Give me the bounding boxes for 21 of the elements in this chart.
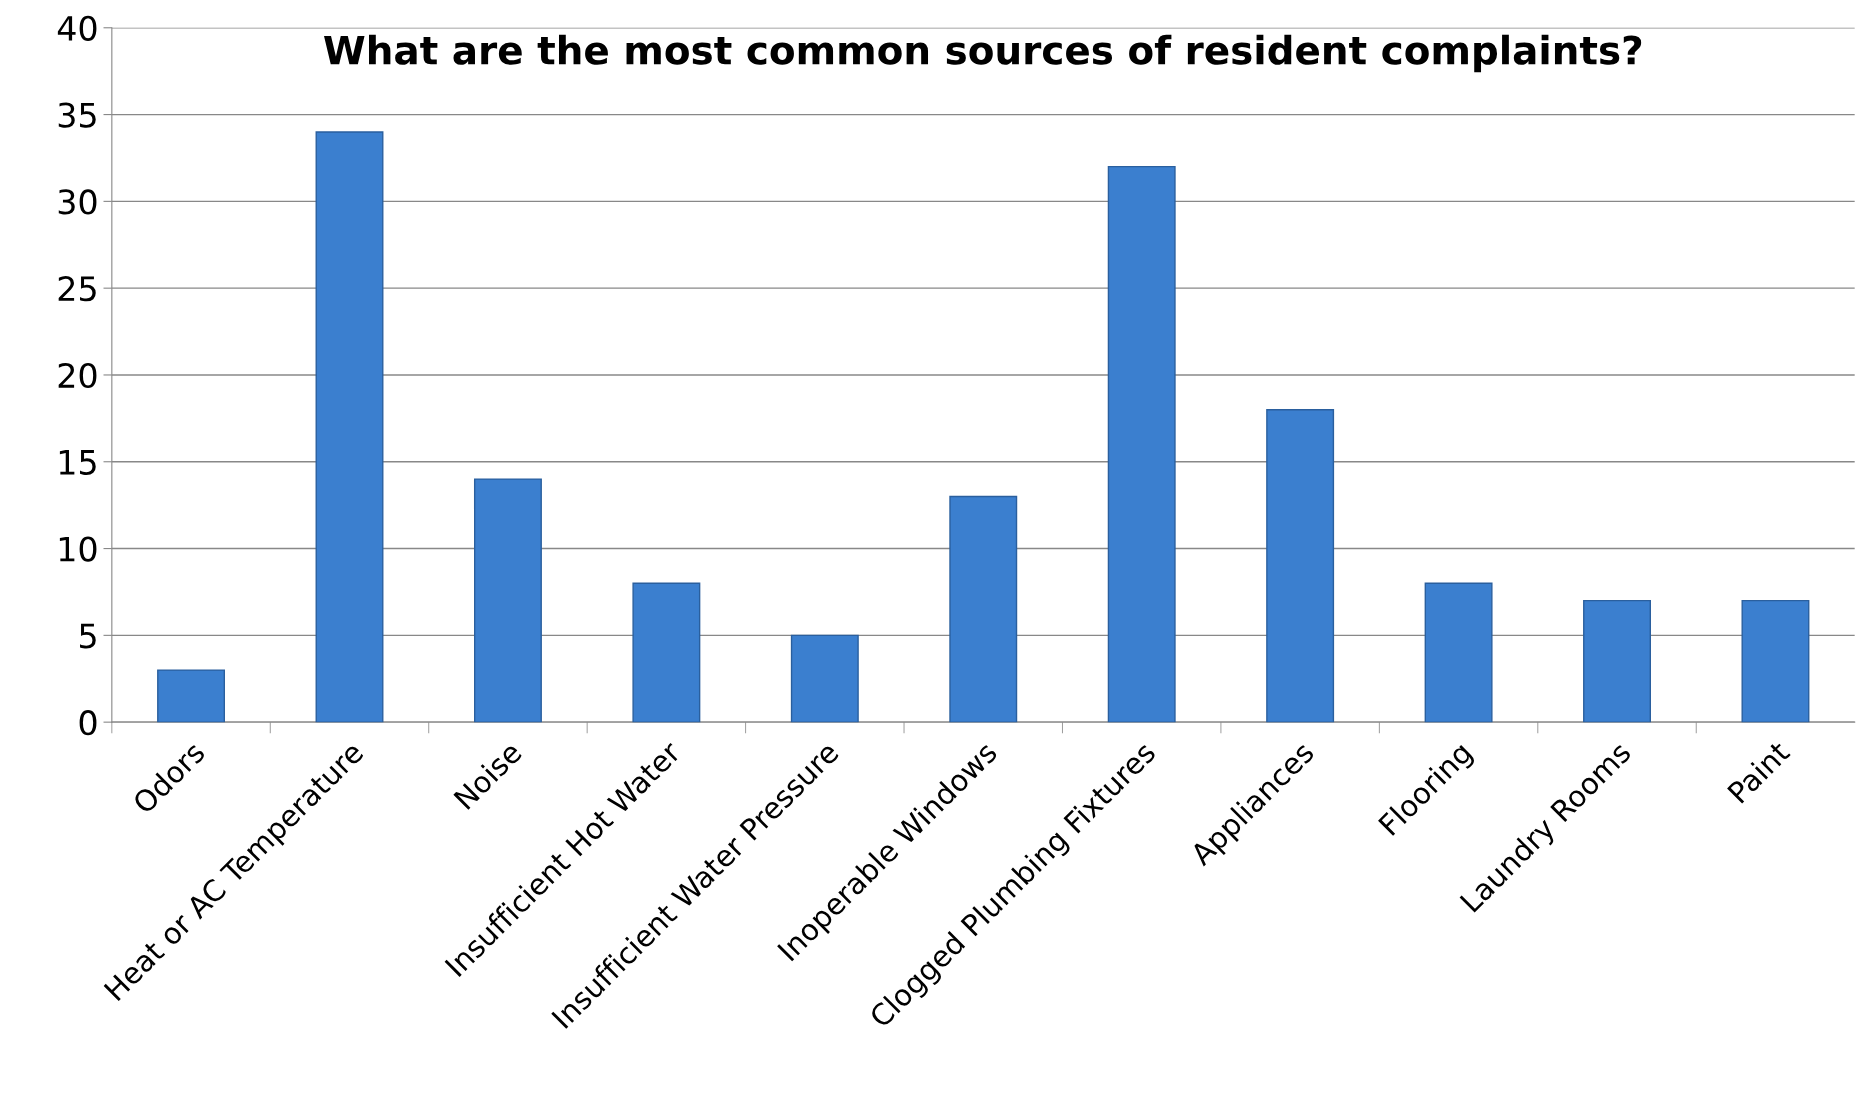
y-tick-label: 20 bbox=[58, 362, 97, 389]
y-tick-label: 40 bbox=[57, 15, 97, 41]
y-tick-label: 5 bbox=[80, 623, 96, 649]
y-tick-label: 0 bbox=[79, 710, 97, 736]
chart-title: What are the most common sources of resident complaints? bbox=[324, 34, 1642, 73]
bar bbox=[473, 478, 542, 723]
bar bbox=[1583, 599, 1651, 723]
bar bbox=[1741, 599, 1810, 723]
bar bbox=[632, 582, 701, 723]
y-tick-label: 30 bbox=[58, 189, 97, 215]
y-tick-label: 15 bbox=[59, 450, 96, 475]
bar bbox=[315, 131, 384, 723]
bar bbox=[790, 634, 859, 723]
bar bbox=[1107, 165, 1176, 723]
y-tick-label: 35 bbox=[58, 102, 96, 128]
y-tick-label: 10 bbox=[59, 536, 97, 562]
bar bbox=[949, 495, 1018, 723]
bar bbox=[157, 669, 226, 723]
bar bbox=[1266, 408, 1335, 723]
bar bbox=[1424, 582, 1493, 723]
y-tick-label: 25 bbox=[58, 276, 96, 302]
